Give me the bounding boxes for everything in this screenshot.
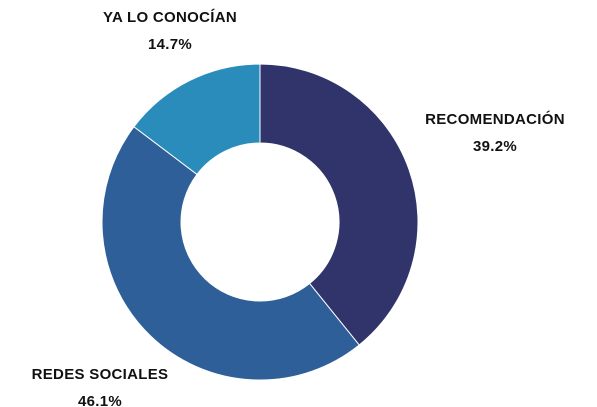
slice-label: RECOMENDACIÓN	[425, 110, 565, 128]
slice-label: REDES SOCIALES	[32, 366, 169, 383]
slice-value-label: 46.1%	[78, 393, 122, 407]
slice-label: YA LO CONOCÍAN	[103, 9, 237, 26]
donut-slice	[133, 63, 261, 176]
donut-slice	[101, 126, 360, 381]
donut-slice	[259, 63, 419, 346]
slice-value-label: 14.7%	[148, 36, 192, 53]
slice-value-label: 39.2%	[473, 138, 517, 155]
